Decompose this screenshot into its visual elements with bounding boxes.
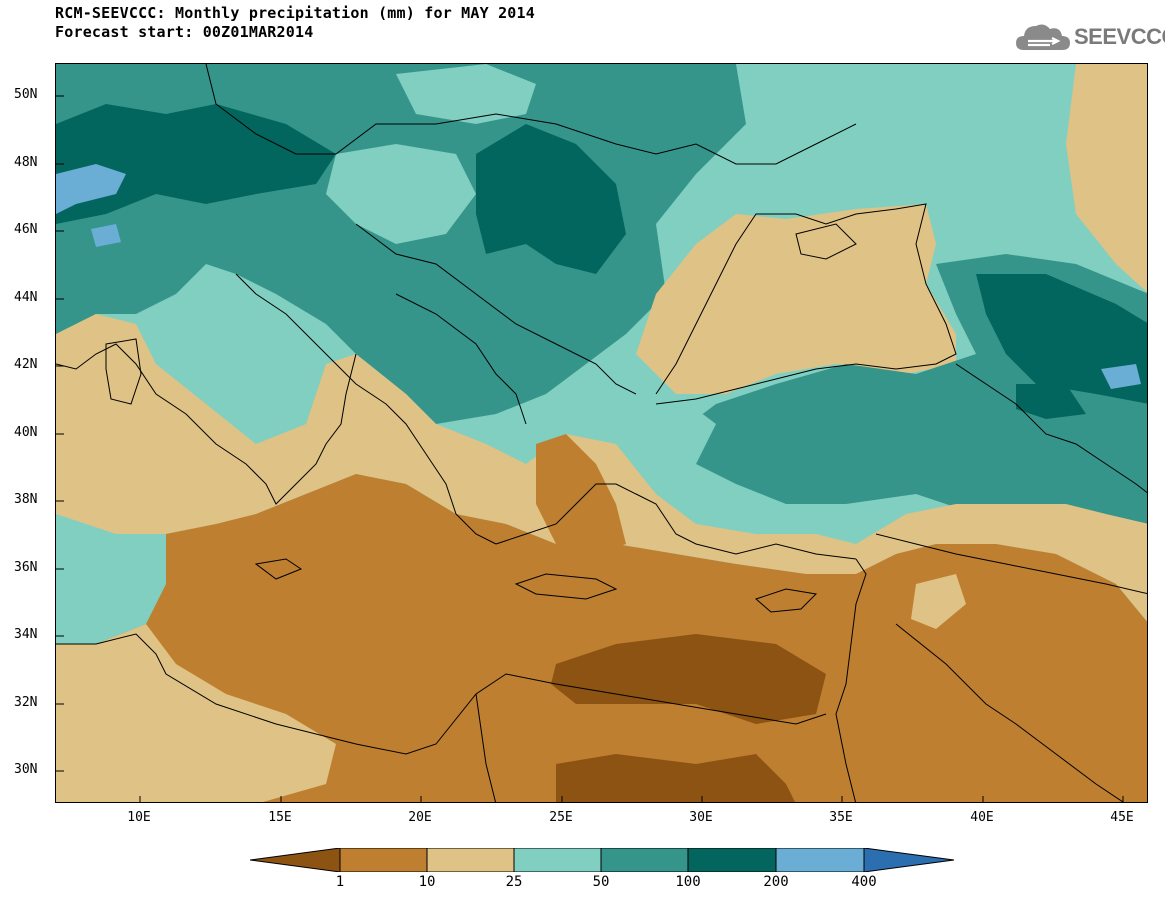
- precip-field-100-200-alps: [56, 104, 336, 224]
- colorbar-label-100: 100: [675, 874, 701, 890]
- adriatic-east-coast: [235, 273, 497, 545]
- colorbar-label-200: 200: [763, 874, 789, 890]
- lat-label-46n: 46N: [14, 222, 38, 237]
- country-borders-caucasus: [955, 363, 1147, 494]
- colorbar-segment-50-100: [600, 848, 689, 872]
- country-borders-balkans: [355, 223, 637, 395]
- precip-field-25-50-poland: [396, 64, 536, 124]
- forecast-start-subtitle: Forecast start: 00Z01MAR2014: [55, 23, 314, 41]
- lat-label-44n: 44N: [14, 290, 38, 305]
- crete-coast: [514, 573, 618, 600]
- lat-label-30n: 30N: [14, 762, 38, 777]
- seevccc-logo: SEEVCCC: [1016, 20, 1165, 54]
- coastlines-borders: [56, 64, 1147, 802]
- colorbar-segment-25-50: [513, 848, 602, 872]
- country-borders-iraq-saudi: [895, 623, 1124, 802]
- precip-field-25-50-algeria-coast: [56, 534, 136, 604]
- precip-field-below-1-egypt: [551, 634, 826, 724]
- lon-label-15e: 15E: [268, 810, 292, 825]
- map-title: RCM-SEEVCCC: Monthly precipitation (mm) …: [55, 4, 535, 22]
- lat-label-42n: 42N: [14, 357, 38, 372]
- lat-label-38n: 38N: [14, 492, 38, 507]
- colorbar-label-400: 400: [851, 874, 877, 890]
- axis-ticks: [56, 95, 1124, 802]
- crimea-coast: [795, 223, 857, 260]
- italy-coast: [56, 343, 357, 505]
- sicily-coast: [254, 558, 303, 580]
- precipitation-map: [55, 63, 1148, 803]
- lon-label-30e: 30E: [689, 810, 713, 825]
- lat-label-36n: 36N: [14, 560, 38, 575]
- lon-label-25e: 25E: [549, 810, 573, 825]
- country-borders-libya-egypt-west: [475, 693, 497, 802]
- precip-field-below-1-sahara: [556, 754, 795, 802]
- logo-text: SEEVCCC: [1074, 24, 1165, 49]
- precip-field-100-200-armenia: [1016, 384, 1086, 419]
- precip-field-200-400-caucasus: [1101, 364, 1141, 389]
- precip-field-10-25-mediterranean-coast: [56, 314, 1147, 622]
- cloud-logo-icon: [1016, 24, 1070, 50]
- lat-label-48n: 48N: [14, 155, 38, 170]
- country-borders-egypt-east: [835, 713, 857, 802]
- corsica-sardinia-coast: [105, 338, 142, 405]
- lat-label-40n: 40N: [14, 425, 38, 440]
- colorbar-label-1: 1: [335, 874, 345, 890]
- colorbar-segment-100-200: [687, 848, 777, 872]
- colorbar-label-10: 10: [418, 874, 436, 890]
- aegean-turkey-coast: [495, 483, 857, 560]
- lat-label-50n: 50N: [14, 87, 38, 102]
- precip-field-10-25-syria: [911, 574, 966, 629]
- colorbar-segment-10-25: [426, 848, 515, 872]
- lon-label-40e: 40E: [970, 810, 994, 825]
- precip-field-25-50-hungary: [326, 144, 476, 244]
- precip-field-10-25-libya: [56, 624, 336, 802]
- precip-field-10-25-northeast: [1066, 64, 1147, 293]
- colorbar-segment-below-1: [250, 848, 341, 872]
- colorbar-segment-1-10: [339, 848, 428, 872]
- lon-label-35e: 35E: [829, 810, 853, 825]
- colorbar-segment-200-400: [775, 848, 865, 872]
- precip-field-1-10-aegean-tongue: [536, 434, 626, 554]
- lon-label-20e: 20E: [408, 810, 432, 825]
- precip-field-10-25-black-sea: [636, 204, 956, 394]
- country-borders-north: [205, 64, 857, 165]
- precipitation-map-svg: [56, 64, 1147, 802]
- precip-field-100-200-carpathians: [476, 124, 626, 274]
- lat-label-34n: 34N: [14, 627, 38, 642]
- black-sea-coast: [655, 203, 957, 405]
- precip-field-200-400-alps-2: [91, 224, 121, 247]
- precipitation-colorbar: [250, 848, 955, 872]
- lon-label-10e: 10E: [127, 810, 151, 825]
- country-borders-serbia: [395, 293, 527, 425]
- cyprus-coast: [755, 588, 818, 613]
- colorbar-label-50: 50: [592, 874, 610, 890]
- north-africa-coast: [56, 633, 827, 755]
- levant-coast: [835, 558, 867, 715]
- colorbar-label-25: 25: [505, 874, 523, 890]
- lat-label-32n: 32N: [14, 695, 38, 710]
- lon-label-45e: 45E: [1110, 810, 1134, 825]
- country-borders-syria-iraq: [875, 533, 1147, 595]
- precip-field-200-400-alps: [56, 164, 126, 214]
- precip-field-1-10-north-africa: [56, 474, 1147, 802]
- colorbar-segment-above-400: [863, 848, 955, 872]
